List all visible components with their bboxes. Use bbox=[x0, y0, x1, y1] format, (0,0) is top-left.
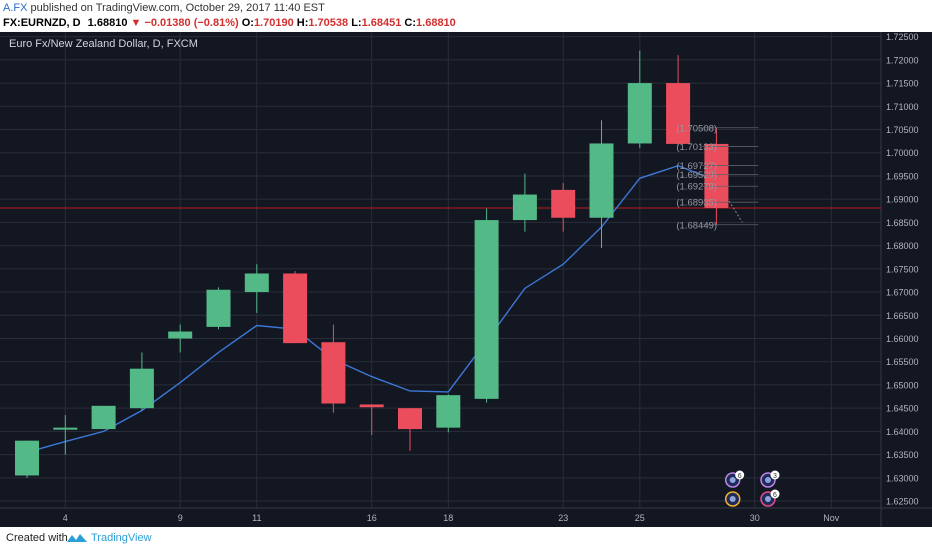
chart-background bbox=[0, 32, 932, 527]
y-tick-label: 1.70500 bbox=[886, 125, 919, 135]
level-label: (1.69529) bbox=[676, 170, 717, 181]
footer: Created with TradingView bbox=[0, 527, 932, 550]
down-arrow-icon: ▼ bbox=[130, 17, 142, 29]
candle-body[interactable] bbox=[321, 342, 346, 404]
y-tick-label: 1.69000 bbox=[886, 195, 919, 205]
y-tick-label: 1.72000 bbox=[886, 55, 919, 65]
y-tick-label: 1.69500 bbox=[886, 171, 919, 181]
x-tick-label: 18 bbox=[443, 513, 453, 523]
candle-body[interactable] bbox=[666, 83, 691, 144]
candle-body[interactable] bbox=[551, 189, 576, 218]
event-count-label: 6 bbox=[738, 473, 742, 480]
close-label: C: bbox=[404, 17, 417, 29]
y-tick-label: 1.63000 bbox=[886, 473, 919, 483]
level-label: (1.69279) bbox=[676, 182, 717, 193]
candle-body[interactable] bbox=[436, 395, 461, 428]
candle-body[interactable] bbox=[398, 408, 422, 430]
y-tick-label: 1.66000 bbox=[886, 334, 919, 344]
open-value: 1.70190 bbox=[253, 17, 294, 29]
candle-body[interactable] bbox=[15, 440, 39, 476]
candle-body[interactable] bbox=[53, 427, 78, 430]
x-tick-label: 4 bbox=[63, 513, 68, 523]
candle-body[interactable] bbox=[244, 273, 269, 293]
y-tick-label: 1.63500 bbox=[886, 450, 919, 460]
chart-area[interactable]: 1.62500 1.63000 1.63500 1.64000 1.64500 1.650… bbox=[0, 32, 932, 527]
event-count-badge bbox=[770, 470, 780, 480]
tradingview-logo-icon bbox=[67, 534, 87, 542]
y-tick-label: 1.67500 bbox=[886, 264, 919, 274]
level-label: (1.70508) bbox=[676, 123, 717, 134]
last-price: 1.68810 bbox=[87, 17, 128, 29]
candle-body[interactable] bbox=[91, 405, 116, 430]
event-flag-icon bbox=[729, 496, 736, 502]
x-tick-label: Nov bbox=[823, 513, 840, 523]
author-link[interactable]: A.FX bbox=[3, 2, 28, 14]
close-value: 1.68810 bbox=[416, 17, 456, 29]
candle-body[interactable] bbox=[512, 194, 537, 221]
y-tick-label: 1.65500 bbox=[886, 357, 919, 367]
candle-body[interactable] bbox=[627, 83, 652, 144]
y-tick-label: 1.71000 bbox=[886, 102, 919, 112]
event-flag-icon bbox=[729, 477, 736, 483]
published-text: published on TradingView.com, October 29… bbox=[30, 2, 325, 14]
candlestick-chart[interactable]: 1.62500 1.63000 1.63500 1.64000 1.64500 1.650… bbox=[0, 32, 932, 527]
level-label: (1.70133) bbox=[676, 142, 717, 153]
y-tick-label: 1.68500 bbox=[886, 218, 919, 228]
candle-body[interactable] bbox=[704, 143, 729, 209]
ohlc-legend: FX:EURNZD, D 1.68810 ▼ −0.01380 (−0.81%)… bbox=[3, 17, 456, 29]
x-tick-label: 30 bbox=[750, 513, 760, 523]
y-tick-label: 1.64500 bbox=[886, 404, 919, 414]
y-tick-label: 1.72500 bbox=[886, 32, 919, 42]
chart-header: A.FX published on TradingView.com, Octob… bbox=[0, 0, 932, 32]
event-count-label: 3 bbox=[773, 473, 777, 480]
x-tick-label: 23 bbox=[558, 513, 568, 523]
x-tick-label: 25 bbox=[635, 513, 645, 523]
publish-info: A.FX published on TradingView.com, Octob… bbox=[3, 2, 325, 14]
low-value: 1.68451 bbox=[361, 17, 402, 29]
event-count-badge bbox=[735, 470, 745, 480]
event-count-label: 6 bbox=[773, 492, 777, 499]
high-value: 1.70538 bbox=[308, 17, 349, 29]
y-tick-label: 1.64000 bbox=[886, 427, 919, 437]
candle-body[interactable] bbox=[129, 368, 154, 409]
x-tick-label: 16 bbox=[367, 513, 377, 523]
candle-body[interactable] bbox=[168, 331, 193, 339]
level-label: (1.68935) bbox=[676, 198, 717, 209]
candle-body[interactable] bbox=[359, 404, 384, 408]
candle-body[interactable] bbox=[206, 289, 231, 327]
chart-title: Euro Fx/New Zealand Dollar, D, FXCM bbox=[9, 38, 198, 50]
y-tick-label: 1.62500 bbox=[886, 497, 919, 507]
y-tick-label: 1.65000 bbox=[886, 380, 919, 390]
low-label: L: bbox=[351, 17, 362, 29]
y-tick-label: 1.71500 bbox=[886, 79, 919, 89]
y-tick-label: 1.67000 bbox=[886, 288, 919, 298]
level-label: (1.68449) bbox=[676, 220, 717, 231]
created-with-text: Created with bbox=[6, 532, 68, 544]
y-tick-label: 1.66500 bbox=[886, 311, 919, 321]
high-label: H: bbox=[296, 17, 309, 29]
open-label: O: bbox=[241, 17, 254, 29]
x-tick-label: 9 bbox=[178, 513, 183, 523]
candle-body[interactable] bbox=[589, 143, 614, 218]
y-tick-label: 1.70000 bbox=[886, 148, 919, 158]
event-flag-icon bbox=[765, 477, 771, 483]
candle-body[interactable] bbox=[283, 273, 308, 344]
candle-body[interactable] bbox=[474, 220, 499, 399]
y-tick-label: 1.68000 bbox=[886, 241, 919, 251]
change-value: −0.01380 (−0.81%) bbox=[144, 17, 239, 29]
tradingview-brand-link[interactable]: TradingView bbox=[91, 532, 152, 544]
event-flag-icon bbox=[765, 496, 771, 502]
symbol-label: FX:EURNZD, D bbox=[3, 17, 81, 29]
x-tick-label: 11 bbox=[252, 513, 261, 523]
level-label: (1.69727) bbox=[676, 161, 717, 172]
event-count-badge bbox=[770, 489, 780, 499]
